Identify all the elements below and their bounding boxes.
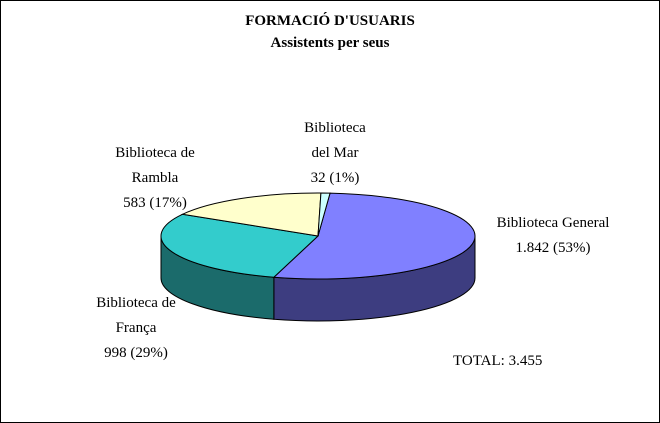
slice-label-line: del Mar	[311, 145, 359, 161]
slice-label-value: 998 (29%)	[104, 345, 168, 361]
slice-label-value: 1.842 (53%)	[515, 240, 591, 256]
slice-label-line: Biblioteca de	[115, 145, 195, 161]
slice-label-line: Rambla	[131, 170, 179, 186]
slice-label-line: França	[115, 320, 157, 336]
slice-label-biblioteca-general: Biblioteca General 1.842 (53%)	[483, 211, 623, 261]
slice-label-value: 32 (1%)	[310, 170, 360, 186]
chart-subtitle: Assistents per seus	[270, 35, 390, 51]
total-label: TOTAL: 3.455	[453, 353, 543, 369]
slice-label-line: Biblioteca de	[96, 295, 176, 311]
slice-label-biblioteca-mar: Biblioteca del Mar 32 (1%)	[295, 116, 375, 191]
slice-label-value: 583 (17%)	[123, 195, 187, 211]
slice-label-line: Biblioteca	[304, 120, 366, 136]
slice-label-biblioteca-franca: Biblioteca de França 998 (29%)	[81, 291, 191, 366]
slice-label-line: Biblioteca General	[496, 215, 610, 231]
chart-title: FORMACIÓ D'USUARIS	[245, 13, 415, 29]
pie-slice	[180, 192, 322, 237]
pie-slice	[317, 192, 331, 237]
slice-label-biblioteca-rambla: Biblioteca de Rambla 583 (17%)	[95, 141, 215, 216]
